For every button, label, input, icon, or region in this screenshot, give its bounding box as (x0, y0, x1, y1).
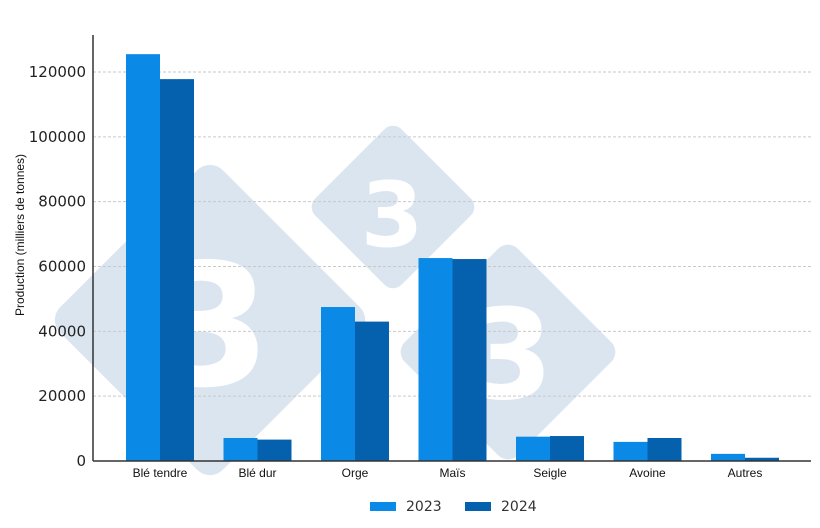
bar-2024 (647, 437, 682, 461)
bar-2024 (745, 457, 779, 461)
bar-2024 (550, 436, 584, 461)
x-tick-label: Avoine (629, 466, 666, 480)
y-tick-label: 40000 (38, 322, 86, 340)
legend: 2023 2024 (370, 499, 537, 515)
x-tick-label: Blé tendre (133, 466, 188, 480)
y-axis-label: Production (milliers de tonnes) (13, 154, 27, 316)
x-tick-label: Orge (342, 466, 369, 480)
bar-2024 (452, 259, 487, 461)
y-tick-label: 0 (76, 452, 86, 470)
y-tick-label: 100000 (29, 128, 86, 146)
bar-2023 (711, 453, 745, 461)
bar-2023 (223, 437, 258, 461)
y-tick-labels: 0 20000 40000 60000 80000 100000 120000 (29, 63, 86, 470)
legend-label-2024: 2024 (501, 499, 537, 515)
legend-swatch-2023 (370, 502, 396, 511)
bar-2023 (126, 54, 160, 461)
y-tick-label: 80000 (38, 193, 86, 211)
bar-2023 (418, 258, 453, 461)
bar-2023 (516, 436, 550, 461)
bars (126, 54, 779, 462)
legend-swatch-2024 (465, 502, 491, 511)
bar-2023 (321, 307, 355, 461)
bar-2024 (257, 439, 292, 461)
bar-2024 (355, 321, 389, 461)
x-tick-label: Seigle (533, 466, 567, 480)
x-tick-labels: Blé tendre Blé dur Orge Maïs Seigle Avoine Aut… (133, 466, 763, 480)
bar-2023 (613, 441, 648, 461)
y-tick-label: 120000 (29, 63, 86, 81)
x-tick-label: Maïs (439, 466, 465, 480)
bar-2024 (160, 79, 194, 462)
svg-text:3: 3 (361, 163, 424, 268)
y-tick-label: 60000 (38, 258, 86, 276)
legend-label-2023: 2023 (406, 499, 442, 515)
x-tick-label: Blé dur (238, 466, 276, 480)
x-tick-label: Autres (728, 466, 763, 480)
y-tick-label: 20000 (38, 387, 86, 405)
